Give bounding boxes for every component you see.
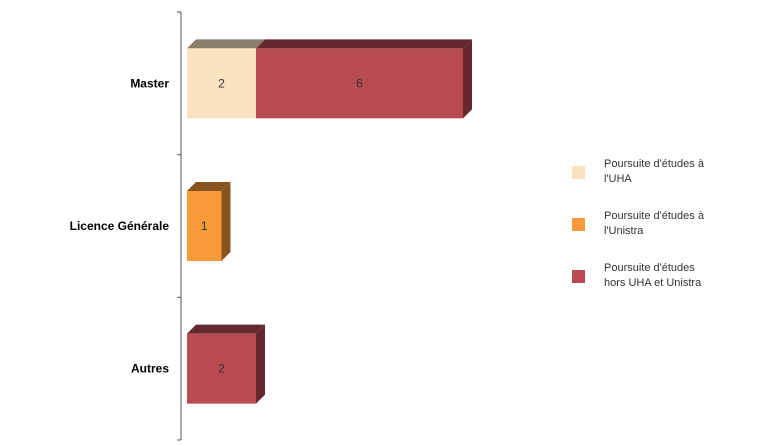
bar-side-face xyxy=(256,324,265,404)
legend-label-line: l'Unistra xyxy=(604,225,644,237)
legend-item-3: Poursuite d'études hors UHA et Unistra xyxy=(572,262,702,289)
legend-swatch xyxy=(572,166,585,179)
data-label: 2 xyxy=(218,76,225,90)
category-label-licence-generale: Licence Générale xyxy=(70,219,170,233)
bar-front-face xyxy=(256,48,463,119)
axis-layer: Master Licence Générale Autres xyxy=(70,11,182,441)
legend-label-line: Poursuite d'études xyxy=(604,262,695,274)
data-label: 6 xyxy=(356,76,363,90)
legend-item-2: Poursuite d'études à l'Unistra xyxy=(572,210,705,237)
bar-top-face xyxy=(187,39,265,49)
bar-segment-master-1: 2 xyxy=(187,39,265,119)
bar-side-face xyxy=(463,39,472,119)
legend-label-line: Poursuite d'études à xyxy=(604,158,705,170)
bars-layer: 2 6 1 2 xyxy=(187,39,472,404)
legend-swatch xyxy=(572,270,585,283)
bar-segment-master-3: 6 xyxy=(256,39,472,119)
legend-swatch xyxy=(572,218,585,231)
category-label-master: Master xyxy=(130,76,169,90)
bar-side-face xyxy=(221,182,231,261)
bar-segment-licence-generale-2: 1 xyxy=(187,182,231,261)
bar-top-face xyxy=(187,182,231,191)
bar-top-face xyxy=(256,39,472,49)
category-label-autres: Autres xyxy=(131,362,169,376)
bar-front-face xyxy=(187,333,256,404)
legend-label-line: l'UHA xyxy=(604,173,632,185)
legend-item-1: Poursuite d'études à l'UHA xyxy=(572,158,705,185)
data-label: 2 xyxy=(218,362,225,376)
bar-segment-autres-3: 2 xyxy=(187,324,265,404)
bar-front-face xyxy=(187,191,222,261)
legend-label-line: Poursuite d'études à xyxy=(604,210,705,222)
data-label: 1 xyxy=(201,219,208,233)
legend-label-line: hors UHA et Unistra xyxy=(604,277,702,289)
bar-front-face xyxy=(187,48,256,119)
bar-top-face xyxy=(187,324,265,334)
